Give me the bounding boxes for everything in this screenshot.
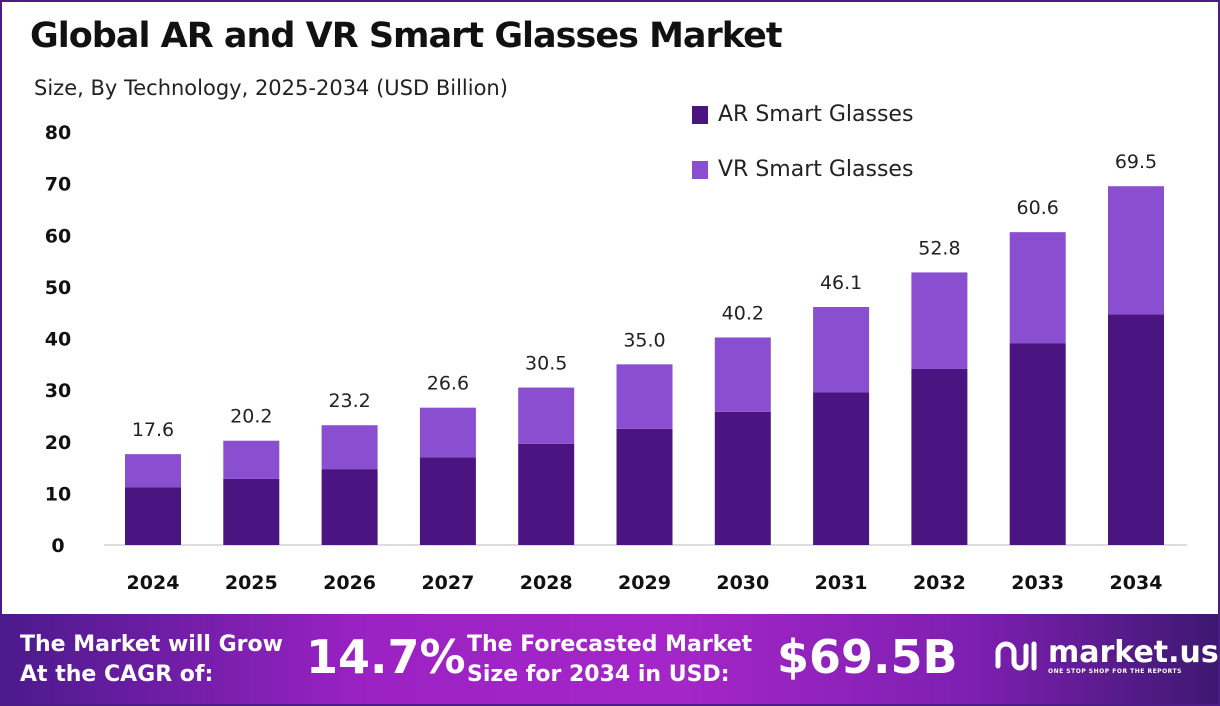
footer-banner: The Market will Grow At the CAGR of: 14.… (2, 614, 1219, 704)
bar-ar-2032 (911, 368, 968, 545)
legend-label-vr: VR Smart Glasses (718, 157, 914, 182)
bar-vr-2027 (419, 407, 476, 458)
bar-vr-2031 (813, 307, 870, 393)
total-label-2032: 52.8 (918, 237, 960, 259)
y-tick-label: 0 (51, 535, 64, 557)
x-tick-label-2025: 2025 (225, 572, 278, 594)
forecast-label-line2: Size for 2034 in USD: (467, 662, 730, 687)
logo-tagline: ONE STOP SHOP FOR THE REPORTS (1048, 667, 1182, 675)
total-label-2027: 26.6 (427, 373, 469, 395)
total-label-2026: 23.2 (328, 390, 370, 412)
legend-swatch-ar (692, 105, 708, 124)
bar-ar-2024 (125, 487, 181, 545)
y-tick-label: 10 (45, 483, 71, 505)
bar-ar-2033 (1009, 343, 1066, 545)
chart-title: Global AR and VR Smart Glasses Market (30, 16, 783, 56)
total-label-2031: 46.1 (820, 272, 862, 294)
bar-ar-2029 (616, 428, 673, 545)
logo-text: market.us (1048, 634, 1219, 670)
bar-ar-2034 (1108, 314, 1164, 545)
total-label-2028: 30.5 (525, 353, 567, 375)
cagr-label-line1: The Market will Grow (20, 632, 283, 657)
x-tick-label-2024: 2024 (127, 572, 180, 594)
bar-vr-2033 (1009, 232, 1066, 344)
bar-vr-2029 (616, 364, 673, 429)
bar-ar-2026 (321, 469, 378, 545)
y-tick-label: 50 (45, 277, 71, 299)
legend-item-ar: AR Smart Glasses (692, 102, 913, 127)
cagr-label: The Market will Grow At the CAGR of: (20, 630, 283, 690)
market-us-logo: market.us ONE STOP SHOP FOR THE REPORTS (992, 634, 1219, 676)
cagr-label-line2: At the CAGR of: (20, 662, 214, 687)
logo-icon (995, 641, 1037, 671)
bar-vr-2034 (1108, 186, 1164, 315)
y-tick-label: 70 (45, 174, 71, 196)
cagr-value: 14.7% (306, 630, 466, 684)
x-tick-label-2029: 2029 (618, 572, 671, 594)
plot-area: 0102030405060708017.6202420.2202523.2202… (45, 122, 1187, 594)
y-tick-label: 80 (45, 122, 71, 144)
bar-ar-2028 (518, 443, 575, 545)
bar-vr-2025 (223, 440, 280, 479)
bar-vr-2030 (714, 337, 771, 412)
bar-ar-2025 (223, 478, 280, 545)
legend-item-vr: VR Smart Glasses (692, 157, 913, 182)
legend-label-ar: AR Smart Glasses (718, 102, 914, 127)
bar-ar-2030 (714, 411, 771, 545)
total-label-2024: 17.6 (132, 419, 174, 441)
total-label-2033: 60.6 (1017, 197, 1059, 219)
total-label-2034: 69.5 (1115, 151, 1157, 173)
y-tick-label: 30 (45, 380, 71, 402)
forecast-label: The Forecasted Market Size for 2034 in U… (467, 630, 752, 690)
y-tick-label: 40 (45, 329, 71, 351)
bar-vr-2024 (125, 454, 181, 488)
x-tick-label-2028: 2028 (520, 572, 573, 594)
x-tick-label-2026: 2026 (323, 572, 376, 594)
x-tick-label-2027: 2027 (421, 572, 474, 594)
bar-ar-2031 (813, 392, 870, 545)
bar-vr-2028 (518, 387, 575, 444)
bar-vr-2026 (321, 425, 378, 470)
chart-subtitle: Size, By Technology, 2025-2034 (USD Bill… (34, 76, 508, 100)
bar-vr-2032 (911, 272, 968, 369)
total-label-2029: 35.0 (623, 329, 665, 351)
x-tick-label-2033: 2033 (1011, 572, 1064, 594)
x-tick-label-2030: 2030 (716, 572, 769, 594)
legend-swatch-vr (692, 160, 708, 179)
total-label-2025: 20.2 (230, 406, 272, 428)
total-label-2030: 40.2 (722, 302, 764, 324)
x-tick-label-2031: 2031 (815, 572, 868, 594)
bar-ar-2027 (419, 457, 476, 545)
x-tick-label-2032: 2032 (913, 572, 966, 594)
x-tick-label-2034: 2034 (1110, 572, 1163, 594)
forecast-label-line1: The Forecasted Market (467, 632, 753, 657)
y-tick-label: 60 (45, 225, 71, 247)
y-tick-label: 20 (45, 432, 71, 454)
forecast-value: $69.5B (777, 630, 958, 684)
